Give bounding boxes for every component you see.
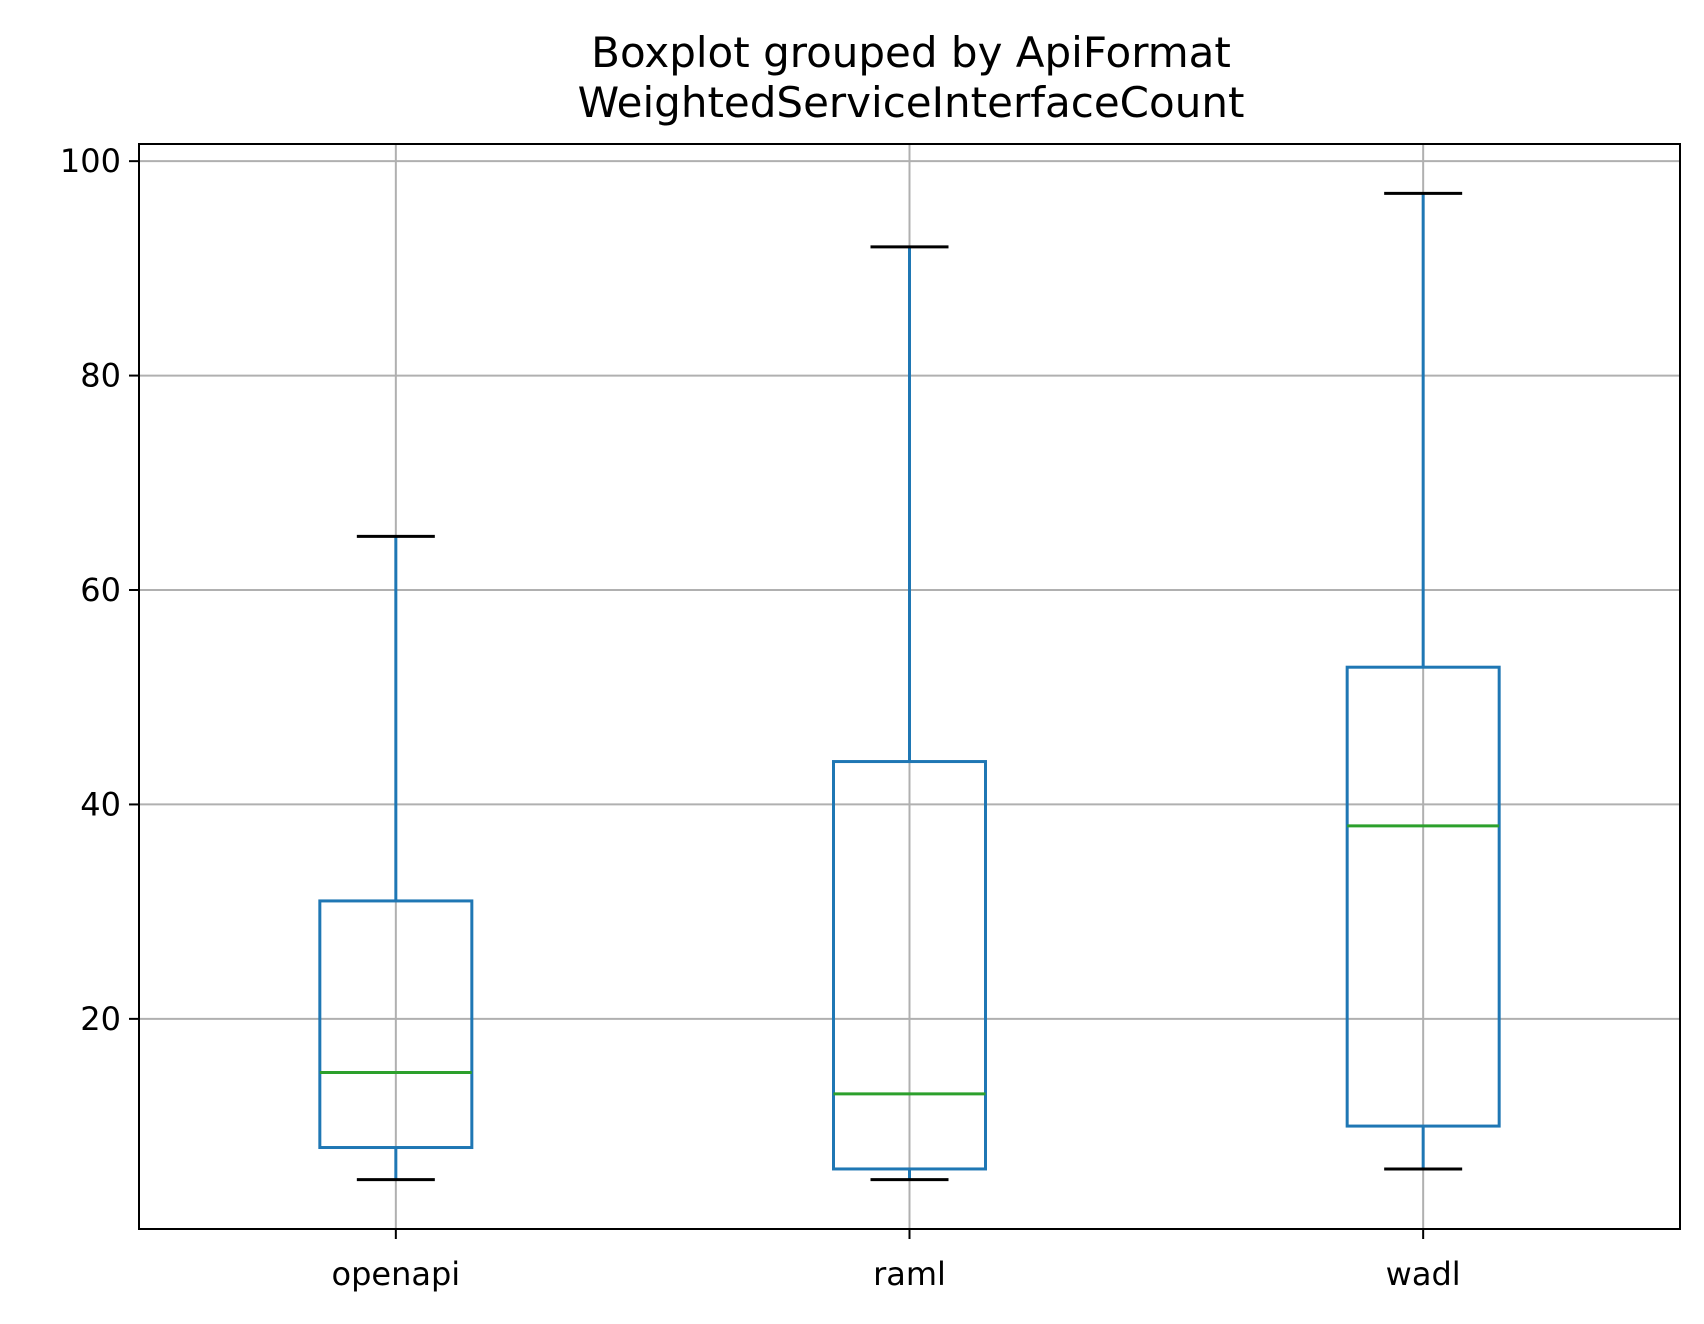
axes: 20 40 60 80 100 openapi raml wadl xyxy=(60,142,1461,1293)
y-tick-label: 60 xyxy=(80,571,121,609)
x-tick-label: openapi xyxy=(331,1255,460,1293)
y-tick-label: 40 xyxy=(80,785,121,823)
chart-subtitle: WeightedServiceInterfaceCount xyxy=(578,78,1245,127)
chart-title: Boxplot grouped by ApiFormat xyxy=(591,28,1231,77)
box-iqr xyxy=(318,899,474,1150)
y-tick-label: 20 xyxy=(80,1000,121,1038)
box-raml xyxy=(832,245,987,1182)
boxes xyxy=(318,191,1501,1182)
box-iqr xyxy=(832,760,987,1171)
y-tick-label: 80 xyxy=(80,357,121,395)
box-iqr xyxy=(1345,665,1501,1128)
box-wadl xyxy=(1345,191,1501,1171)
y-tick-label: 100 xyxy=(60,142,121,180)
box-openapi xyxy=(318,534,474,1182)
x-tick-label: wadl xyxy=(1386,1255,1461,1293)
x-tick-label: raml xyxy=(873,1255,946,1293)
